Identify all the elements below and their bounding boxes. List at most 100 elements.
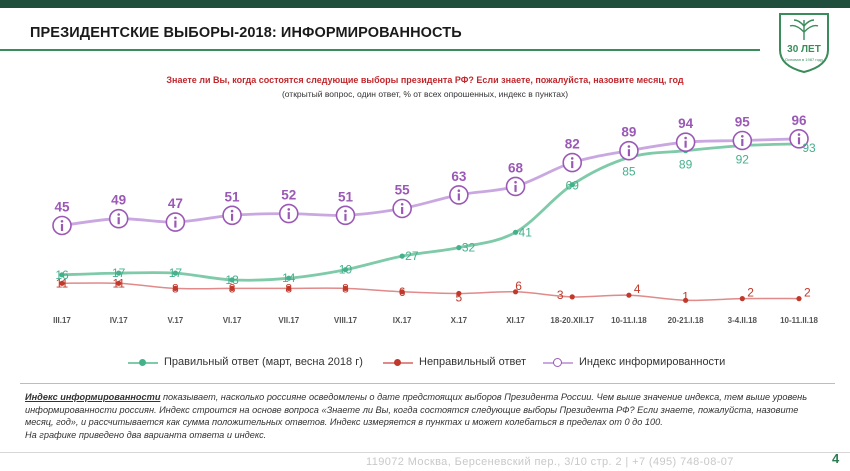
x-tick-label: 10-11.II.18: [780, 316, 818, 325]
correct-value-label: 17: [112, 266, 126, 280]
legend-label-correct: Правильный ответ (март, весна 2018 г): [164, 356, 363, 368]
x-tick-label: 3-4.II.18: [728, 316, 758, 325]
index-marker-bar: [514, 184, 517, 192]
wrong-value-label: 5: [456, 291, 463, 305]
index-marker-bar: [117, 217, 120, 225]
wrong-value-label: 6: [399, 285, 406, 299]
index-marker-dot: [287, 208, 291, 211]
wrong-point: [569, 294, 575, 300]
correct-point: [286, 275, 292, 281]
correct-point: [59, 272, 65, 278]
index-value-label: 89: [621, 125, 636, 140]
index-marker-dot: [741, 135, 744, 138]
index-value-label: 47: [168, 196, 183, 211]
index-value-label: 51: [225, 189, 241, 204]
x-axis-tick-labels: III.17 IV.17 V.17 VI.17 VII.17 VIII.17 IX.17 X.…: [53, 316, 818, 325]
wrong-point: [796, 296, 802, 302]
logo-subtext: Основан в 1987 году: [785, 57, 823, 62]
index-value-label: 82: [565, 137, 580, 152]
correct-value-label: 14: [282, 271, 296, 285]
index-marker-bar: [797, 137, 801, 145]
x-tick-label: V.17: [168, 316, 184, 325]
correct-value-label: 27: [405, 249, 419, 263]
top-bar: [0, 0, 850, 8]
correct-point: [456, 245, 462, 251]
index-value-label: 68: [508, 160, 524, 175]
index-marker: [278, 203, 299, 224]
wrong-value-label: 8: [342, 281, 349, 295]
wrong-value-label: 8: [229, 281, 236, 295]
index-marker: [505, 176, 526, 197]
wrong-value-label: 8: [285, 281, 292, 295]
index-marker-bar: [627, 149, 631, 157]
index-marker: [335, 205, 356, 226]
index-marker-bar: [401, 207, 404, 214]
index-marker-bar: [571, 161, 574, 169]
index-marker: [732, 130, 753, 151]
index-value-label: 96: [791, 113, 807, 128]
wrong-value-label: 11: [112, 276, 125, 290]
index-marker: [562, 152, 583, 173]
correct-value-label: 19: [339, 263, 353, 277]
x-tick-label: 10-11.I.18: [611, 316, 647, 325]
wrong-value-label: 2: [747, 286, 754, 300]
index-marker: [52, 215, 72, 236]
index-marker-bar: [457, 193, 460, 201]
correct-point: [512, 229, 519, 235]
vciom-logo: 30 ЛЕТ Основан в 1987 году: [779, 13, 829, 74]
correct-point: [569, 182, 575, 188]
index-marker-dot: [457, 189, 461, 192]
index-marker-bar: [60, 224, 64, 231]
x-tick-label: IV.17: [110, 316, 128, 325]
correct-value-label: 93: [802, 141, 816, 155]
index-marker-dot: [627, 145, 631, 148]
index-marker: [619, 140, 639, 161]
wrong-point: [116, 280, 122, 286]
index-marker-dot: [174, 216, 177, 220]
index-marker-dot: [230, 209, 234, 213]
wrong-point: [286, 285, 292, 291]
index-marker-dot: [684, 136, 687, 140]
wrong-point: [456, 290, 462, 297]
index-value-label: 94: [678, 116, 694, 131]
wrong-value-label: 11: [56, 276, 69, 290]
correct-value-label: 89: [679, 158, 693, 172]
correct-value-label: 32: [462, 241, 476, 255]
index-marker-dot: [797, 133, 801, 136]
correct-point: [172, 270, 178, 276]
index-marker-dot: [344, 209, 347, 213]
index-marker-dot: [400, 203, 404, 206]
index-value-label: 95: [735, 115, 751, 130]
wrong-value-label: 1: [682, 289, 689, 303]
x-tick-label: VI.17: [223, 316, 242, 325]
wrong-value-label: 3: [557, 288, 564, 302]
x-tick-label: XI.17: [506, 316, 525, 325]
x-tick-label: 20-21.I.18: [668, 316, 705, 325]
wrong-value-label: 6: [515, 279, 522, 293]
index-marker: [222, 205, 242, 226]
wrong-value-label: 4: [634, 282, 641, 296]
footer-divider: [0, 452, 850, 453]
index-marker: [449, 185, 469, 205]
legend-label-wrong: Неправильный ответ: [419, 356, 526, 368]
index-marker-dot: [117, 213, 120, 216]
wrong-point: [342, 285, 349, 291]
wrong-point: [626, 292, 632, 298]
chart-markers: [52, 129, 809, 303]
index-value-label: 55: [395, 183, 411, 198]
correct-point: [229, 277, 235, 283]
wrong-point: [512, 289, 519, 295]
wrong-value-label: 8: [172, 281, 179, 295]
x-tick-label: 18-20.XII.17: [550, 316, 594, 325]
correct-value-label: 17: [169, 266, 183, 280]
index-marker: [392, 198, 412, 219]
x-tick-label: X.17: [451, 316, 468, 325]
footnote-text: показывает, насколько россияне осведомле…: [25, 392, 808, 428]
index-marker-bar: [741, 139, 744, 146]
survey-question: Знаете ли Вы, когда состоятся следующие …: [166, 75, 684, 85]
footnote-divider: [20, 383, 835, 384]
wrong-point: [172, 285, 178, 291]
chart-legend: Правильный ответ (март, весна 2018 г) Не…: [0, 356, 850, 376]
title-divider: [0, 49, 760, 51]
